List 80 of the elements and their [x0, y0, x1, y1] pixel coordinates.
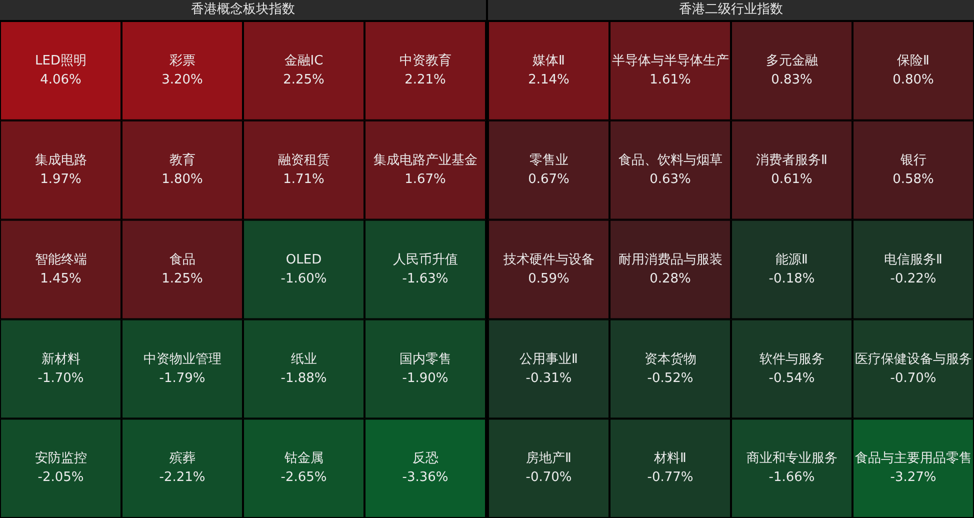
data-label: -0.52%: [647, 370, 694, 386]
data-label: -1.63%: [402, 271, 448, 286]
data-label: -3.36%: [402, 470, 448, 486]
data-label: -0.22%: [890, 271, 936, 286]
category-label: 半导体与半导体生产: [612, 54, 729, 69]
category-label: 新材料: [41, 352, 80, 367]
category-label: 融资租赁: [278, 152, 330, 168]
category-label: 保险Ⅱ: [897, 54, 930, 69]
data-label: 0.28%: [650, 271, 691, 286]
category-label: 资本货物: [644, 352, 696, 367]
category-label: 商业和专业服务: [746, 451, 838, 466]
data-label: 2.14%: [528, 72, 570, 88]
category-label: 耐用消费品与服装: [618, 252, 722, 268]
category-label: 材料Ⅱ: [653, 451, 686, 466]
category-label: 银行: [899, 152, 926, 168]
category-label: 多元金融: [766, 54, 818, 69]
category-label: 人民币升值: [392, 252, 458, 268]
data-label: -0.31%: [526, 370, 572, 386]
category-label: 电信服务Ⅱ: [884, 252, 942, 268]
category-label: 公用事业Ⅱ: [520, 352, 578, 367]
category-label: 金融IC: [284, 54, 324, 69]
category-label: 教育: [169, 152, 196, 168]
data-label: 1.80%: [162, 172, 203, 187]
data-label: 0.58%: [892, 172, 934, 187]
category-label: 国内零售: [399, 352, 452, 367]
data-label: -0.70%: [890, 370, 936, 386]
category-label: LED照明: [35, 54, 86, 69]
data-label: -3.27%: [890, 470, 936, 486]
data-label: -2.05%: [38, 470, 84, 486]
data-label: -1.60%: [280, 271, 327, 286]
category-label: 医疗保健设备与服务: [854, 352, 972, 367]
data-label: -2.65%: [280, 470, 327, 486]
category-label: 零售业: [529, 152, 568, 168]
category-label: 食品与主要用品零售: [854, 450, 972, 466]
category-label: 食品: [169, 252, 196, 268]
data-label: -0.77%: [647, 470, 694, 486]
data-label: 3.20%: [162, 72, 203, 88]
data-label: 1.61%: [650, 72, 691, 88]
category-label: 中资教育: [399, 52, 452, 69]
category-label: 钴金属: [283, 451, 324, 466]
category-label: OLED: [286, 252, 322, 268]
data-label: 0.80%: [892, 72, 934, 88]
data-label: 1.67%: [404, 172, 446, 187]
category-label: 纸业: [290, 352, 317, 367]
data-label: 0.67%: [528, 172, 570, 187]
category-label: 技术硬件与设备: [502, 252, 594, 268]
data-label: -1.79%: [159, 370, 206, 386]
category-label: 能源Ⅱ: [776, 252, 808, 268]
category-label: 智能终端: [34, 252, 87, 268]
category-label: 软件与服务: [759, 352, 824, 367]
data-label: 2.25%: [283, 72, 324, 88]
data-label: 1.97%: [40, 172, 82, 187]
category-label: 殡葬: [169, 451, 196, 466]
category-label: 食品、饮料与烟草: [618, 152, 722, 168]
data-label: -1.70%: [38, 370, 84, 386]
data-label: 4.06%: [40, 72, 82, 88]
data-label: -1.66%: [768, 470, 815, 486]
data-label: 1.45%: [40, 271, 82, 286]
data-label: 1.71%: [283, 172, 324, 187]
data-label: 2.21%: [404, 72, 446, 88]
category-label: 中资物业管理: [143, 352, 222, 367]
data-label: 0.61%: [771, 172, 812, 187]
data-label: -0.70%: [526, 470, 572, 486]
data-label: -0.18%: [768, 271, 815, 286]
category-label: 集成电路: [34, 152, 87, 168]
category-label: 安防监控: [34, 450, 87, 466]
category-label: 房地产Ⅱ: [526, 450, 572, 466]
category-label: 集成电路产业基金: [373, 152, 478, 168]
data-label: -1.88%: [280, 370, 327, 386]
category-label: 反恐: [412, 451, 438, 466]
data-label: 0.83%: [771, 72, 812, 88]
data-label: 1.25%: [162, 271, 203, 286]
data-label: 0.59%: [528, 271, 570, 286]
data-label: -1.90%: [402, 370, 448, 386]
category-label: 媒体Ⅱ: [532, 54, 565, 69]
data-label: 0.63%: [650, 172, 691, 187]
data-label: -2.21%: [159, 470, 206, 486]
category-label: 消费者服务Ⅱ: [756, 152, 828, 168]
data-label: -0.54%: [768, 370, 815, 386]
category-label: 彩票: [169, 54, 196, 69]
